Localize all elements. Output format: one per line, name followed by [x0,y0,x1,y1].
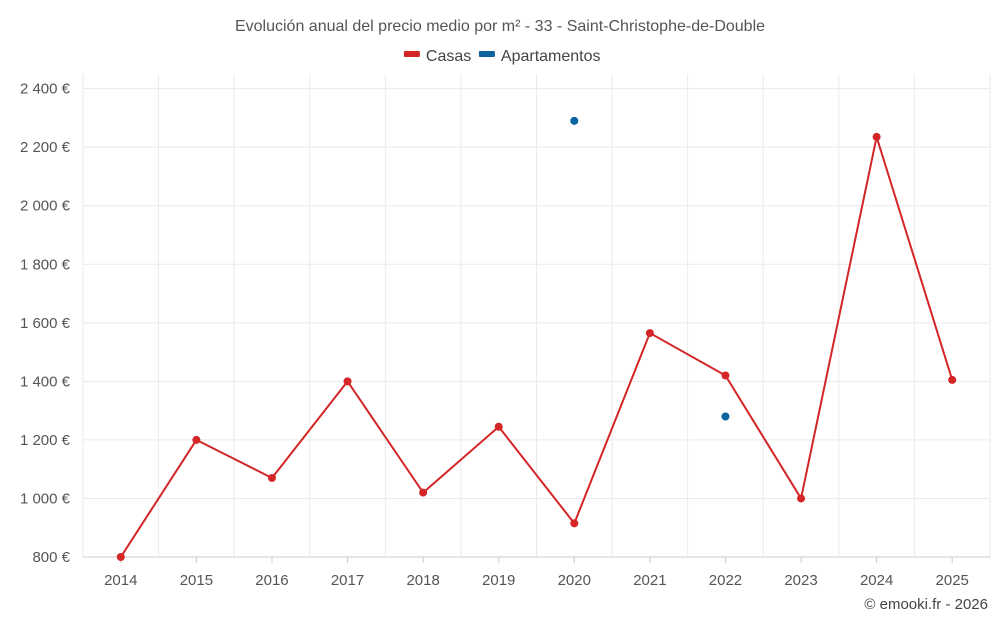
legend-item-apartamentos[interactable]: Apartamentos [478,48,601,65]
x-tick-label: 2020 [558,572,591,589]
series-apartamentos[interactable] [570,116,730,421]
data-point[interactable] [419,488,428,497]
data-point[interactable] [948,375,957,384]
x-tick-label: 2024 [860,572,893,589]
y-tick-label: 800 € [32,549,70,566]
y-tick-label: 1 600 € [20,315,71,332]
data-point[interactable] [192,435,201,444]
y-tick-label: 2 200 € [20,139,71,156]
series-layer [116,116,957,561]
legend-label: Apartamentos [501,48,601,65]
data-point[interactable] [570,116,579,125]
copyright-footer: © emooki.fr - 2026 [864,596,988,613]
data-point[interactable] [343,377,352,386]
data-point[interactable] [872,132,881,141]
y-tick-label: 1 200 € [20,432,71,449]
x-tick-label: 2022 [709,572,742,589]
legend-item-casas[interactable]: Casas [403,48,471,65]
x-tick-label: 2021 [633,572,666,589]
y-tick-label: 1 400 € [20,373,71,390]
data-point[interactable] [721,371,730,380]
series-casas[interactable] [116,132,957,561]
grid [82,74,991,557]
x-tick-label: 2019 [482,572,515,589]
chart-title: Evolución anual del precio medio por m² … [235,18,765,35]
x-tick-label: 2018 [406,572,439,589]
series-line [119,135,954,558]
y-tick-label: 1 800 € [20,256,71,273]
data-point[interactable] [721,412,730,421]
y-tick-label: 2 000 € [20,198,71,215]
legend-swatch [403,51,420,57]
legend-swatch [478,51,495,57]
x-tick-label: 2016 [255,572,288,589]
data-point[interactable] [116,553,125,561]
data-point[interactable] [797,494,806,503]
x-tick-label: 2023 [784,572,817,589]
data-point[interactable] [570,519,579,528]
y-axis: 800 € 1 000 € 1 200 € 1 400 € 1 600 € 1 800 €… [20,81,71,566]
x-tick-label: 2025 [936,572,969,589]
y-tick-label: 2 400 € [20,81,71,98]
legend-label: Casas [426,48,471,65]
x-tick-label: 2014 [104,572,137,589]
x-tick-label: 2015 [180,572,213,589]
x-tick-label: 2017 [331,572,364,589]
y-tick-label: 1 000 € [20,490,71,507]
data-point[interactable] [267,473,276,482]
data-point[interactable] [494,422,503,431]
legend[interactable]: Casas Apartamentos [403,48,601,65]
data-point[interactable] [645,329,654,338]
x-axis: 2014 2015 2016 2017 2018 2019 2020 2021 2022 2023… [83,556,990,589]
